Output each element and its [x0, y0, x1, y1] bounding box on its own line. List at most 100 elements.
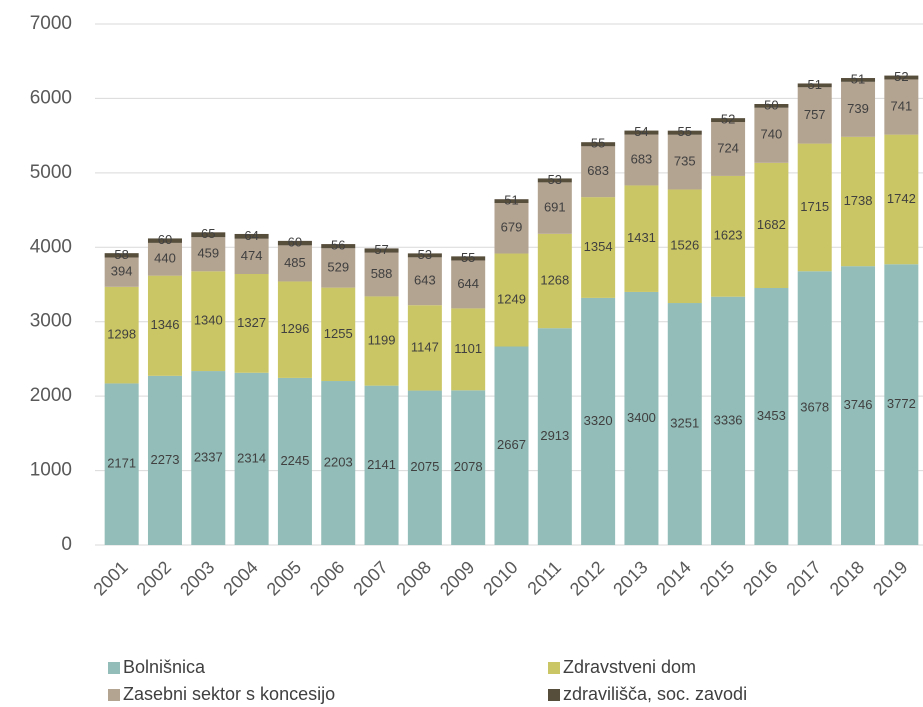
bar-segment	[711, 296, 746, 545]
y-tick-label: 7000	[30, 13, 72, 34]
bar-segment	[321, 248, 356, 288]
bar-segment	[277, 281, 312, 378]
data-label: 1327	[237, 315, 266, 330]
bar-segment	[754, 162, 789, 288]
data-label: 3772	[887, 396, 916, 411]
y-tick-label: 2000	[30, 385, 72, 406]
bar-segment	[321, 381, 356, 545]
data-label: 60	[158, 232, 172, 247]
bar-segment	[624, 130, 659, 135]
data-label: 3746	[844, 397, 873, 412]
x-tick-label: 2018	[826, 557, 868, 599]
bar-segment	[537, 233, 572, 329]
data-label: 741	[890, 98, 912, 113]
bar-segment	[581, 146, 616, 198]
x-tick-label: 2003	[176, 557, 218, 599]
data-label: 757	[804, 107, 826, 122]
data-label: 2337	[194, 449, 223, 464]
data-label: 643	[414, 273, 436, 288]
x-tick-label: 2009	[436, 557, 478, 599]
data-label: 394	[111, 264, 133, 279]
bar-segment	[234, 233, 269, 239]
legend-label: zdravilišča, soc. zavodi	[563, 684, 747, 704]
data-label: 55	[461, 250, 475, 265]
bar-segment	[581, 197, 616, 298]
bar-segment	[494, 346, 529, 545]
data-label: 55	[591, 136, 605, 151]
bar-segment	[797, 143, 832, 272]
data-label: 1298	[107, 327, 136, 342]
bar-segment	[407, 253, 442, 258]
x-tick-label: 2005	[263, 557, 305, 599]
bar-segment	[364, 252, 399, 297]
data-label: 1623	[714, 228, 743, 243]
data-label: 53	[548, 172, 562, 187]
bar-segment	[667, 189, 702, 304]
data-label: 683	[587, 163, 609, 178]
data-label: 1526	[670, 238, 699, 253]
x-tick-label: 2011	[523, 557, 565, 599]
data-label: 2273	[151, 452, 180, 467]
data-label: 683	[631, 151, 653, 166]
bar-segment	[407, 257, 442, 306]
x-tick-label: 2008	[393, 557, 435, 599]
x-tick-label: 2012	[566, 557, 608, 599]
data-label: 459	[197, 246, 219, 261]
data-label: 1268	[540, 272, 569, 287]
data-label: 50	[764, 97, 778, 112]
data-label: 644	[457, 276, 479, 291]
bar-segment	[537, 178, 572, 183]
bar-segment	[191, 271, 226, 372]
data-label: 485	[284, 255, 306, 270]
bar-segment	[624, 291, 659, 545]
data-label: 1199	[368, 332, 396, 347]
data-label: 588	[371, 266, 393, 281]
data-label: 440	[154, 251, 176, 266]
bar-segment	[841, 266, 876, 545]
bar-segment	[754, 107, 789, 163]
x-tick-label: 2014	[652, 557, 694, 599]
bar-segment	[841, 136, 876, 267]
data-label: 60	[288, 235, 302, 250]
bar-segment	[667, 303, 702, 545]
bar-segment	[624, 185, 659, 292]
bar-segment	[364, 248, 399, 253]
x-tick-label: 2006	[306, 557, 348, 599]
x-tick-label: 2010	[479, 557, 521, 599]
data-label: 64	[244, 228, 258, 243]
bar-segment	[451, 256, 486, 261]
bar-segment	[754, 287, 789, 545]
bar-segment	[321, 244, 356, 249]
data-label: 2203	[324, 454, 353, 469]
data-label: 2171	[107, 456, 136, 471]
bar-segment	[754, 104, 789, 108]
x-tick-label: 2007	[349, 557, 391, 599]
y-tick-label: 6000	[30, 87, 72, 108]
data-label: 1101	[454, 341, 482, 356]
legend-swatch	[548, 689, 560, 701]
x-tick-label: 2001	[89, 557, 131, 599]
legend-label: Bolnišnica	[123, 657, 206, 677]
data-label: 3336	[714, 412, 743, 427]
bar-segment	[234, 274, 269, 373]
bar-segment	[884, 79, 919, 135]
data-label: 1354	[584, 239, 613, 254]
bar-segment	[581, 297, 616, 545]
data-label: 679	[501, 220, 523, 235]
data-label: 2913	[540, 428, 569, 443]
bar-segment	[104, 257, 139, 287]
data-label: 740	[761, 127, 783, 142]
data-label: 1340	[194, 313, 223, 328]
bar-segment	[537, 182, 572, 234]
bar-segment	[841, 81, 876, 137]
bar-segment	[711, 118, 746, 123]
bar-segment	[407, 305, 442, 391]
bar-segment	[494, 199, 529, 204]
data-label: 51	[807, 77, 821, 92]
legend-swatch	[108, 689, 120, 701]
y-tick-label: 5000	[30, 162, 72, 183]
bar-segment	[364, 296, 399, 386]
data-label: 52	[721, 112, 735, 127]
data-label: 1255	[324, 326, 353, 341]
bar-segment	[104, 286, 139, 384]
